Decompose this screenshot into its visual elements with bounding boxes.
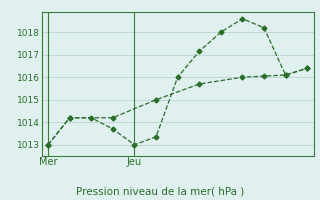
Text: Pression niveau de la mer( hPa ): Pression niveau de la mer( hPa ) [76, 186, 244, 196]
